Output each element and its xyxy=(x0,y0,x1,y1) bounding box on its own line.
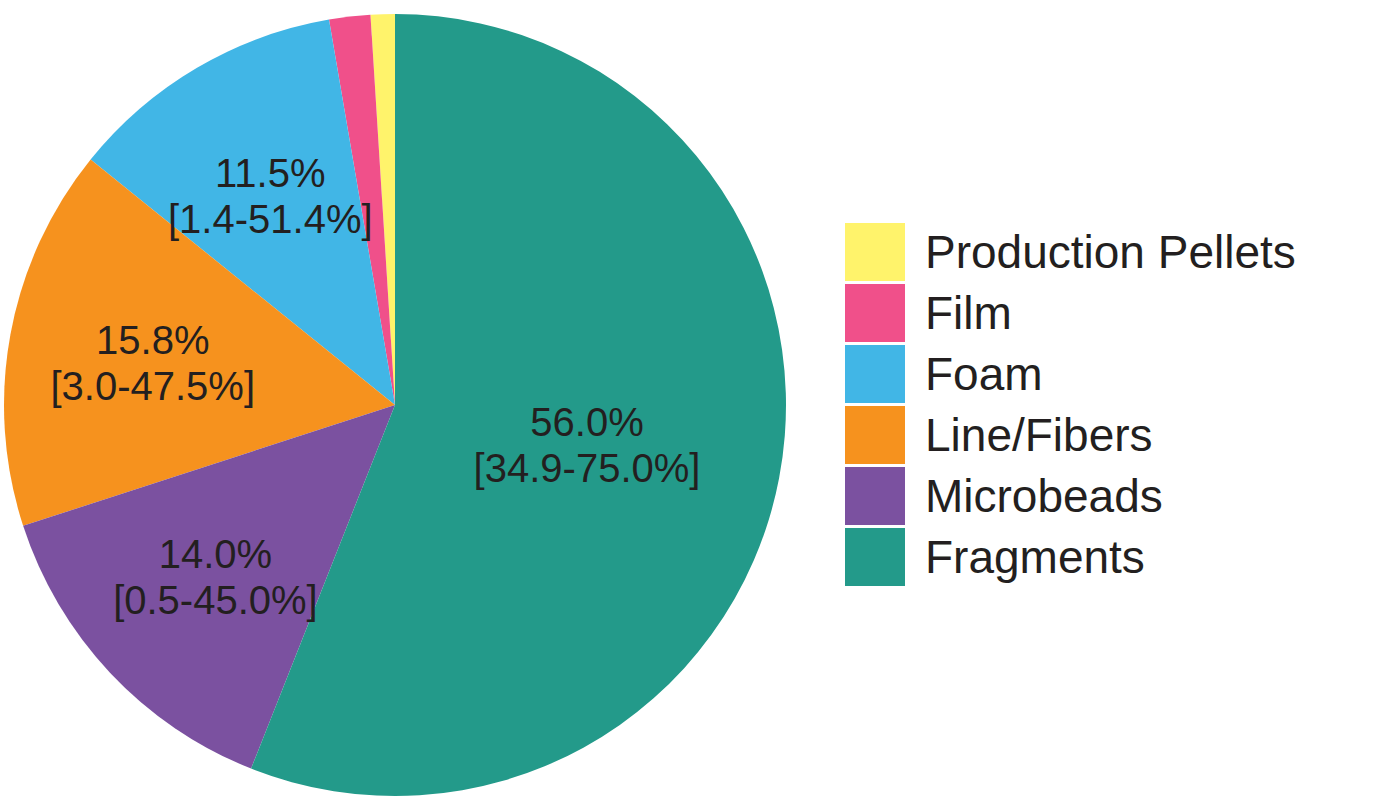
html-text:Production Pellets: Production Pellets xyxy=(925,225,1296,278)
html-text:Film: Film xyxy=(925,286,1012,339)
html-text:Line/Fibers: Line/Fibers xyxy=(925,408,1153,461)
html-text:Fragments: Fragments xyxy=(925,530,1145,583)
svg-text:56.0%[34.9-75.0%]: 56.0%[34.9-75.0%] xyxy=(474,400,701,490)
svg-text:11.5%[1.4-51.4%]: 11.5%[1.4-51.4%] xyxy=(168,151,373,241)
svg-text:14.0%[0.5-45.0%]: 14.0%[0.5-45.0%] xyxy=(113,532,318,622)
svg-text:15.8%[3.0-47.5%]: 15.8%[3.0-47.5%] xyxy=(50,318,255,408)
html-text:Microbeads: Microbeads xyxy=(925,469,1163,522)
html-text:Foam: Foam xyxy=(925,347,1043,400)
